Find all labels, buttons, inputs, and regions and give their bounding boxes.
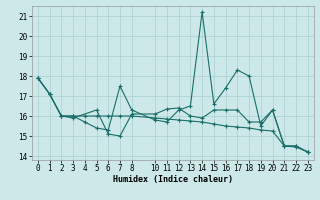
X-axis label: Humidex (Indice chaleur): Humidex (Indice chaleur) (113, 175, 233, 184)
